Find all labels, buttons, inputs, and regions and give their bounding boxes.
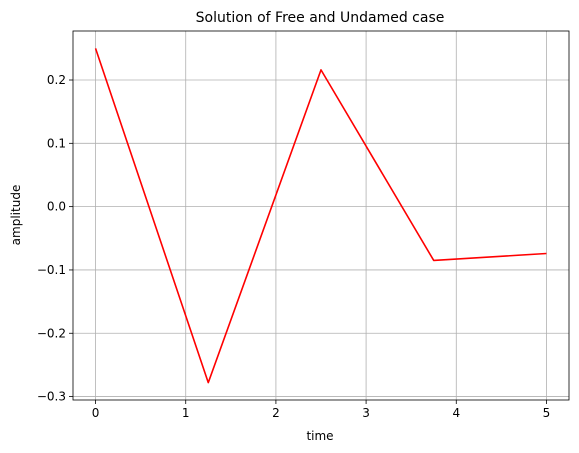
y-axis-label: amplitude [9, 185, 23, 246]
chart-title: Solution of Free and Undamed case [196, 10, 445, 26]
x-axis-label: time [306, 429, 333, 443]
x-tick-label: 1 [182, 406, 190, 420]
y-tick-label: 0.0 [47, 200, 66, 214]
x-tick-label: 4 [452, 406, 460, 420]
y-tick-label: 0.2 [47, 73, 66, 87]
series-layer [94, 48, 547, 384]
y-tick-label: −0.2 [37, 326, 66, 340]
grid [73, 31, 569, 400]
y-tick-label: 0.1 [47, 136, 66, 150]
x-tick-label: 2 [272, 406, 280, 420]
y-tick-label: −0.1 [37, 263, 66, 277]
x-tick-label: 5 [543, 406, 551, 420]
y-tick-label: −0.3 [37, 390, 66, 404]
x-tick-label: 0 [92, 406, 100, 420]
plot-frame [72, 30, 570, 401]
x-tick-label: 3 [362, 406, 370, 420]
series-line [94, 48, 547, 384]
ticks: 0 1 2 3 4 5 −0.3 −0.2 −0.1 0.0 0.1 0.2 [37, 73, 550, 420]
